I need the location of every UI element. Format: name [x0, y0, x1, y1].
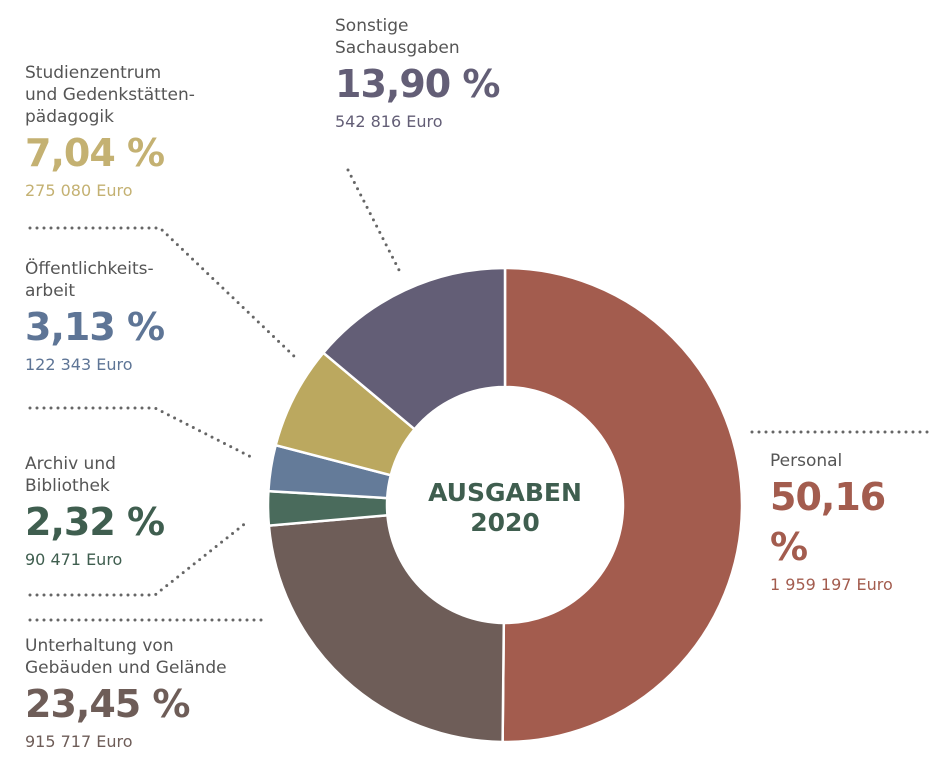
- segment-label: Unterhaltung von Gebäuden und Gelände 23,…: [25, 635, 227, 755]
- category-name: Sonstige Sachausgaben: [335, 16, 460, 58]
- percent-label: 7,04 %: [25, 131, 165, 175]
- category-name: Öffentlichkeits- arbeit: [25, 259, 154, 301]
- percent-label: 23,45 %: [25, 682, 191, 726]
- donut-segment: [321, 266, 507, 431]
- category-name: Archiv und Bibliothek: [25, 454, 116, 496]
- amount-label: 122 343 Euro: [25, 355, 133, 374]
- amount-label: 542 816 Euro: [335, 112, 443, 131]
- percent-label: 13,90 %: [335, 62, 501, 106]
- donut-segment: [501, 266, 744, 744]
- category-name: Unterhaltung von Gebäuden und Gelände: [25, 636, 227, 678]
- percent-label: 2,32 %: [25, 500, 165, 544]
- category-name: Studienzentrum und Gedenkstätten- pädago…: [25, 63, 195, 127]
- leader-line: [346, 168, 402, 274]
- leader-line: [28, 406, 255, 460]
- leader-line: [28, 226, 298, 360]
- segment-label: Sonstige Sachausgaben 13,90 % 542 816 Euro: [335, 15, 501, 135]
- amount-label: 1 959 197 Euro: [770, 575, 893, 594]
- leader-line: [28, 520, 249, 597]
- amount-label: 90 471 Euro: [25, 550, 123, 569]
- segment-label: Personal 50,16 % 1 959 197 Euro: [770, 450, 931, 598]
- segment-label: Studienzentrum und Gedenkstätten- pädago…: [25, 62, 195, 204]
- segment-label: Öffentlichkeits- arbeit 3,13 % 122 343 Eur…: [25, 258, 165, 378]
- amount-label: 275 080 Euro: [25, 181, 133, 200]
- donut-segment: [267, 513, 506, 744]
- percent-label: 3,13 %: [25, 305, 165, 349]
- segment-label: Archiv und Bibliothek 2,32 % 90 471 Euro: [25, 453, 165, 573]
- percent-label: 50,16 %: [770, 475, 886, 569]
- center-label: AUSGABEN 2020: [428, 478, 582, 537]
- category-name: Personal: [770, 451, 843, 471]
- amount-label: 915 717 Euro: [25, 732, 133, 751]
